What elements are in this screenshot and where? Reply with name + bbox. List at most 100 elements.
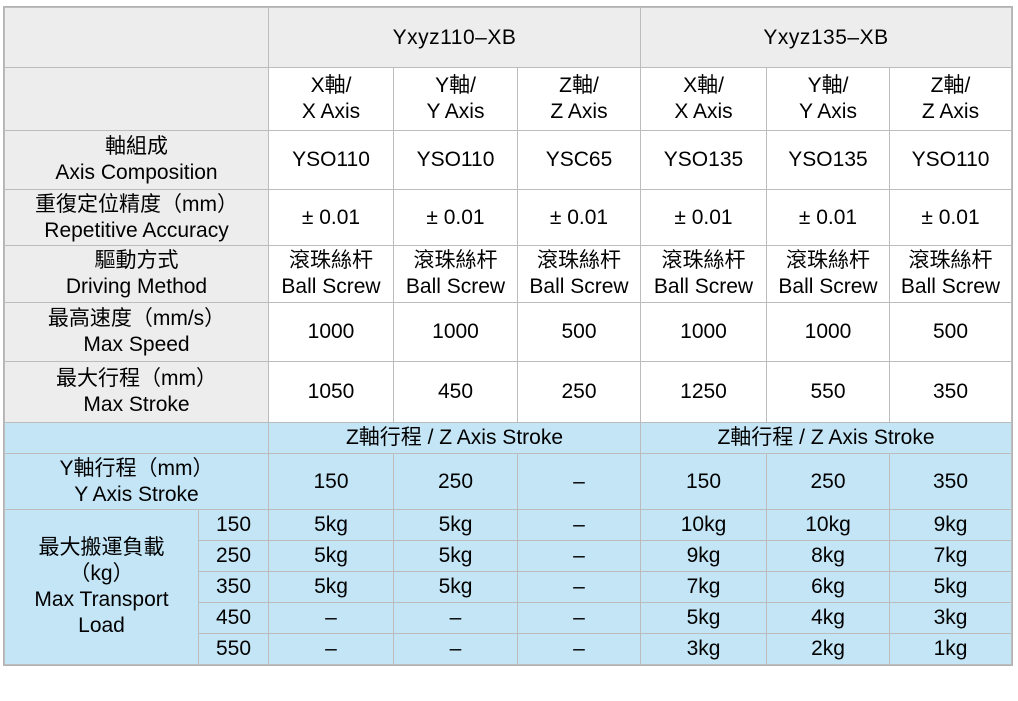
load-value: 3kg — [640, 633, 767, 665]
driving-method-value: 滾珠絲杆 Ball Screw — [517, 245, 641, 303]
load-value: – — [517, 540, 641, 572]
driving-method-value: 滾珠絲杆 Ball Screw — [268, 245, 394, 303]
axis-header-z2: Z軸/ Z Axis — [888, 67, 1013, 131]
repetitive-accuracy-row: 重復定位精度（mm） Repetitive Accuracy ± 0.01 ± … — [4, 189, 1013, 246]
y-axis-stroke-value: 250 — [766, 453, 890, 510]
axis-header-y1: Y軸/ Y Axis — [393, 67, 518, 131]
load-stroke-150: 150 — [198, 509, 269, 541]
max-speed-value: 500 — [888, 302, 1013, 362]
load-row-250: 250 5kg 5kg – 9kg 8kg 7kg — [5, 540, 1013, 572]
row-label-en: Y Axis Stroke — [74, 482, 199, 506]
driving-method-value: 滾珠絲杆 Ball Screw — [393, 245, 518, 303]
load-value: 4kg — [766, 602, 890, 634]
z-stroke-header-spacer — [4, 422, 269, 454]
product-name-yxyz110: Yxyz110–XB — [268, 7, 641, 68]
driving-method-en: Ball Screw — [778, 275, 878, 298]
load-row-150: 最大搬運負載 （kg） Max Transport Load 150 5kg 5… — [4, 509, 1013, 665]
y-axis-stroke-value: 250 — [393, 453, 518, 510]
product-name-yxyz135: Yxyz135–XB — [639, 7, 1013, 68]
load-label-line: （kg） — [69, 562, 134, 585]
axis-composition-value: YSC65 — [517, 130, 641, 190]
axis-header-en: X Axis — [674, 100, 733, 123]
row-label-en: Repetitive Accuracy — [44, 218, 229, 242]
driving-method-zh: 滾珠絲杆 — [786, 249, 870, 272]
load-row-450: 450 – – – 5kg 4kg 3kg — [5, 602, 1013, 634]
row-label-en: Axis Composition — [55, 161, 218, 184]
y-axis-stroke-value: 350 — [888, 453, 1013, 510]
row-label-y-axis-stroke: Y軸行程（mm） Y Axis Stroke — [4, 453, 269, 510]
load-label-line: Load — [78, 614, 125, 637]
axis-header-zh: Y軸/ — [807, 74, 849, 97]
max-stroke-value: 350 — [888, 361, 1013, 423]
z-stroke-header-row: Z軸行程 / Z Axis Stroke Z軸行程 / Z Axis Strok… — [4, 422, 1013, 454]
max-stroke-value: 550 — [766, 361, 890, 423]
row-label-axis-composition: 軸組成 Axis Composition — [4, 130, 269, 190]
axis-composition-value: YSO135 — [640, 130, 767, 190]
repetitive-accuracy-value: ± 0.01 — [393, 189, 518, 246]
load-value: – — [517, 633, 641, 665]
axis-header-zh: Z軸/ — [930, 74, 971, 97]
load-stroke-250: 250 — [198, 540, 269, 572]
max-stroke-value: 450 — [393, 361, 518, 423]
spec-table-container: Yxyz110–XB Yxyz135–XB X軸/ X Axis Y軸/ Y A… — [3, 6, 1014, 666]
load-value: – — [517, 571, 641, 603]
driving-method-zh: 滾珠絲杆 — [661, 249, 746, 272]
load-value: 5kg — [268, 571, 394, 603]
y-axis-stroke-value: 150 — [640, 453, 767, 510]
repetitive-accuracy-value: ± 0.01 — [888, 189, 1013, 246]
axis-header-y2: Y軸/ Y Axis — [766, 67, 890, 131]
load-value: 5kg — [640, 602, 767, 634]
row-label-driving-method: 驅動方式 Driving Method — [4, 245, 269, 303]
load-stroke-550: 550 — [198, 633, 269, 665]
load-stroke-350: 350 — [198, 571, 269, 603]
load-value: – — [393, 602, 518, 634]
load-value: – — [268, 602, 394, 634]
load-value: 5kg — [268, 540, 394, 572]
load-row-550: 550 – – – 3kg 2kg 1kg — [5, 633, 1013, 665]
product-header-row: Yxyz110–XB Yxyz135–XB — [4, 7, 1013, 68]
row-label-max-transport-load: 最大搬運負載 （kg） Max Transport Load — [4, 509, 199, 665]
row-label-en: Max Stroke — [83, 393, 190, 416]
max-speed-value: 500 — [517, 302, 641, 362]
row-label-max-stroke: 最大行程（mm） Max Stroke — [4, 361, 269, 423]
axis-header-en: Y Axis — [426, 100, 485, 123]
row-label-en: Max Speed — [83, 333, 190, 356]
row-label-zh: 重復定位精度（mm） — [35, 192, 238, 216]
repetitive-accuracy-value: ± 0.01 — [517, 189, 641, 246]
axis-header-zh: Y軸/ — [435, 74, 476, 97]
load-value: – — [517, 509, 641, 541]
load-value: 1kg — [888, 633, 1013, 665]
row-label-max-speed: 最高速度（mm/s） Max Speed — [4, 302, 269, 362]
load-value: – — [517, 602, 641, 634]
load-value: 5kg — [393, 540, 518, 572]
driving-method-row: 驅動方式 Driving Method 滾珠絲杆 Ball Screw 滾珠絲杆… — [4, 245, 1013, 303]
load-value: – — [268, 633, 394, 665]
load-value: 5kg — [888, 571, 1013, 603]
load-value: 10kg — [640, 509, 767, 541]
driving-method-en: Ball Screw — [653, 275, 754, 298]
load-value: 5kg — [393, 571, 518, 603]
y-axis-stroke-row: Y軸行程（mm） Y Axis Stroke 150 250 – 150 250… — [4, 453, 1013, 510]
load-value: – — [393, 633, 518, 665]
max-speed-value: 1000 — [393, 302, 518, 362]
max-stroke-value: 1250 — [640, 361, 767, 423]
repetitive-accuracy-value: ± 0.01 — [640, 189, 767, 246]
driving-method-value: 滾珠絲杆 Ball Screw — [766, 245, 890, 303]
load-value: 5kg — [268, 509, 394, 541]
row-label-zh: 最大行程（mm） — [56, 367, 217, 390]
max-speed-value: 1000 — [268, 302, 394, 362]
driving-method-value: 滾珠絲杆 Ball Screw — [888, 245, 1013, 303]
axis-composition-value: YSO110 — [393, 130, 518, 190]
z-stroke-header-left: Z軸行程 / Z Axis Stroke — [268, 422, 641, 454]
axis-composition-value: YSO110 — [268, 130, 394, 190]
axis-header-spacer — [4, 67, 269, 131]
y-axis-stroke-value: – — [517, 453, 641, 510]
driving-method-en: Ball Screw — [900, 275, 1001, 298]
load-value: 9kg — [888, 509, 1013, 541]
max-speed-value: 1000 — [766, 302, 890, 362]
max-stroke-value: 1050 — [268, 361, 394, 423]
row-label-zh: 軸組成 — [105, 135, 168, 158]
z-stroke-header-right: Z軸行程 / Z Axis Stroke — [639, 422, 1013, 454]
axis-header-zh: Z軸/ — [559, 74, 599, 97]
load-value: 3kg — [888, 602, 1013, 634]
